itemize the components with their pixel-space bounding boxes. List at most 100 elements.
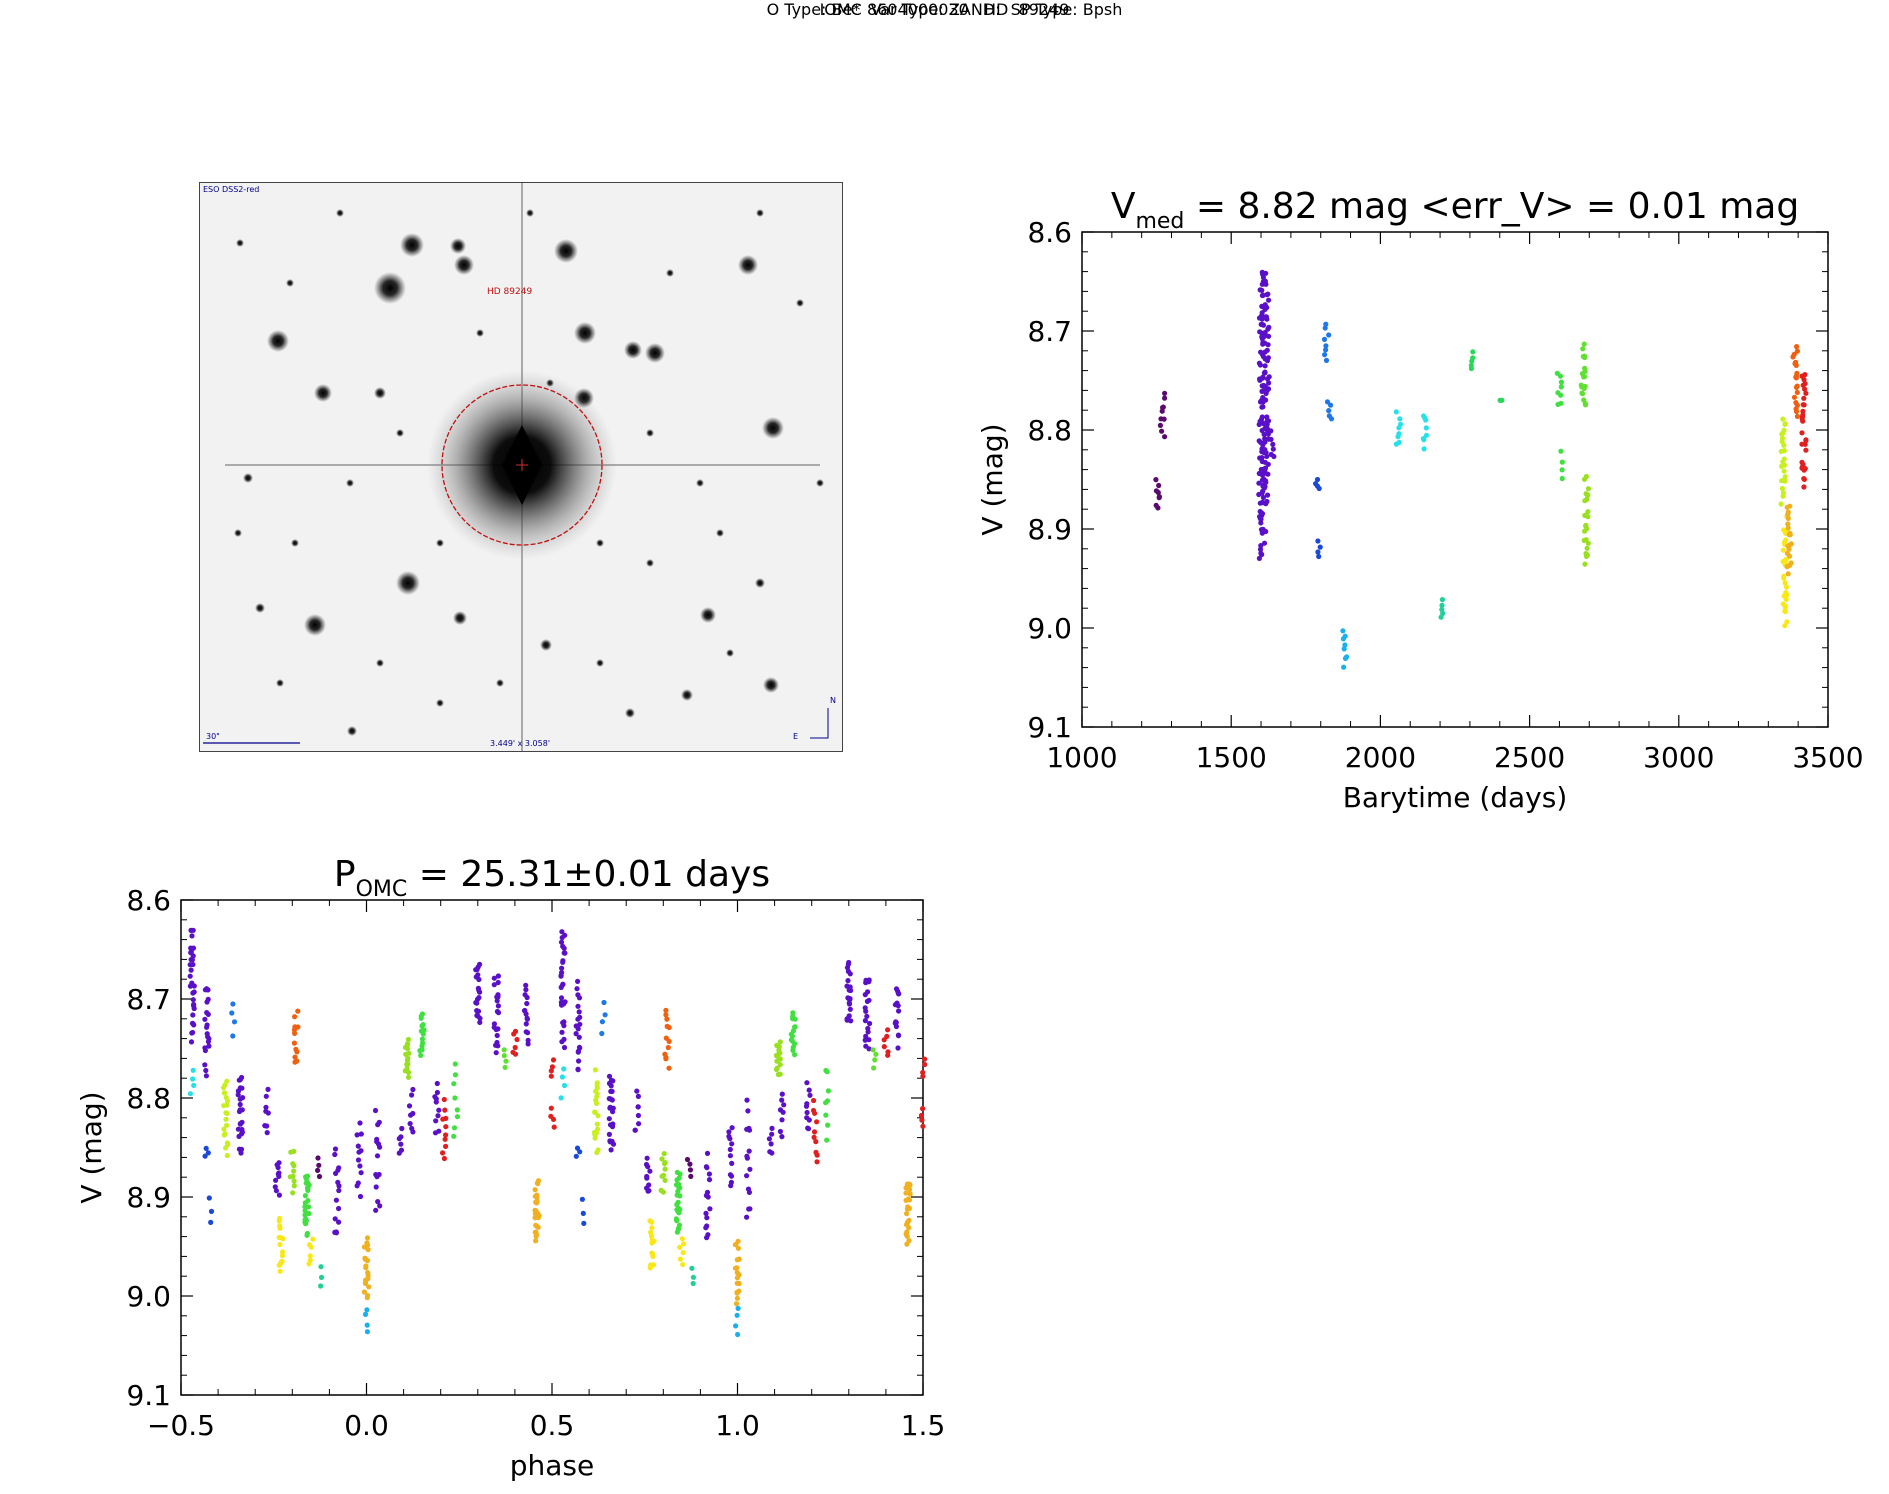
phased-data-point xyxy=(559,1039,565,1045)
lightcurve-data-point xyxy=(1793,373,1799,379)
lightcurve-data-point xyxy=(1581,385,1587,391)
lightcurve-data-point xyxy=(1316,553,1322,560)
phased-frame xyxy=(180,899,924,1396)
phased-data-point xyxy=(560,1020,566,1026)
phased-data-point xyxy=(355,1180,361,1186)
lightcurve-data-point xyxy=(1315,549,1321,555)
phased-data-point xyxy=(606,1073,613,1079)
lightcurve-data-point xyxy=(1259,458,1265,465)
phased-data-point xyxy=(904,1232,910,1238)
lightcurve-data-point xyxy=(1558,379,1564,385)
phased-data-point xyxy=(451,1133,457,1139)
phased-data-point xyxy=(287,1174,293,1180)
phased-data-point xyxy=(421,1027,427,1033)
phased-data-point xyxy=(420,1040,426,1046)
lightcurve-data-point xyxy=(1583,537,1589,543)
phased-data-point xyxy=(514,1036,520,1043)
lightcurve-data-point xyxy=(1258,398,1264,404)
lightcurve-data-point xyxy=(1799,441,1805,447)
phased-data-point xyxy=(354,1183,360,1189)
phased-data-point xyxy=(190,1021,196,1027)
phased-data-point xyxy=(792,1052,798,1058)
lightcurve-data-point xyxy=(1780,493,1786,499)
lightcurve-data-point xyxy=(1258,520,1264,526)
phased-data-point xyxy=(223,1116,229,1122)
phased-data-point xyxy=(365,1270,371,1276)
lightcurve-data-point xyxy=(1258,527,1265,533)
phased-data-point xyxy=(304,1185,311,1191)
phased-data-point xyxy=(863,1043,869,1049)
phased-data-point xyxy=(674,1177,680,1183)
phased-data-point xyxy=(191,1003,197,1009)
phased-data-point xyxy=(512,1051,519,1057)
phased-data-point xyxy=(525,1037,531,1043)
lightcurve-data-point xyxy=(1393,441,1399,447)
phased-data-point xyxy=(512,1028,519,1034)
phased-data-point xyxy=(893,986,900,992)
phased-data-point xyxy=(727,1153,734,1159)
phased-data-point xyxy=(336,1165,342,1171)
phased-data-point xyxy=(477,1015,483,1021)
lightcurve-data-point xyxy=(1257,500,1263,506)
phased-data-point xyxy=(235,1088,242,1094)
lightcurve-data-point xyxy=(1581,374,1587,380)
phased-data-point xyxy=(224,1102,230,1108)
field-star xyxy=(755,578,765,588)
lightcurve-data-point xyxy=(1584,526,1590,532)
phased-data-point xyxy=(273,1188,279,1194)
phased-data-point xyxy=(687,1161,693,1167)
phased-data-point xyxy=(316,1162,322,1168)
phased-data-point xyxy=(594,1082,600,1088)
lightcurve-data-point xyxy=(1256,491,1262,498)
phased-data-point xyxy=(406,1103,413,1109)
phased-data-point xyxy=(562,932,568,938)
phased-data-point xyxy=(375,1122,381,1128)
lightcurve-data-point xyxy=(1341,664,1347,670)
lightcurve-data-point xyxy=(1793,400,1799,406)
phased-data-point xyxy=(291,1183,297,1189)
phased-data-point xyxy=(790,1044,796,1050)
phased-data-point xyxy=(599,1019,606,1025)
lightcurve-data-point xyxy=(1261,449,1267,455)
lightcurve-data-point xyxy=(1264,421,1270,427)
phased-data-point xyxy=(188,927,194,934)
phased-data-point xyxy=(610,1141,617,1147)
lightcurve-data-point xyxy=(1801,484,1807,490)
lightcurve-data-point xyxy=(1264,316,1270,322)
phased-data-point xyxy=(733,1241,739,1247)
phased-data-point xyxy=(632,1127,638,1133)
phased-data-point xyxy=(305,1198,311,1204)
lightcurve-data-point xyxy=(1313,481,1319,487)
phased-data-point xyxy=(189,957,195,963)
lightcurve-data-point xyxy=(1558,448,1564,454)
lightcurve-data-point xyxy=(1785,525,1791,531)
lightcurve-data-point xyxy=(1397,416,1403,422)
phased-data-point xyxy=(576,1044,583,1050)
phased-data-point xyxy=(647,1168,653,1174)
field-star xyxy=(304,614,326,636)
phased-data-point xyxy=(650,1253,656,1259)
phased-data-point xyxy=(576,1034,582,1040)
phased-data-point xyxy=(885,1049,891,1055)
lightcurve-data-point xyxy=(1580,346,1586,352)
phased-data-point xyxy=(647,1265,653,1271)
phased-data-point xyxy=(777,1062,783,1068)
lightcurve-data-point xyxy=(1259,316,1265,322)
phased-data-point xyxy=(662,1160,668,1166)
phased-data-point xyxy=(607,1096,614,1102)
phased-data-point xyxy=(892,1002,899,1008)
phased-data-point xyxy=(736,1288,742,1294)
phased-data-point xyxy=(376,1171,382,1178)
phased-data-point xyxy=(648,1262,654,1268)
phased-data-point xyxy=(235,1088,241,1094)
phased-data-point xyxy=(223,1145,229,1151)
phased-data-point xyxy=(679,1236,685,1242)
phased-data-point xyxy=(866,1046,872,1052)
lightcurve-data-point xyxy=(1259,499,1265,505)
lightcurve-data-point xyxy=(1582,365,1588,371)
phased-data-point xyxy=(732,1265,739,1271)
lightcurve-ytick-label: 9.0 xyxy=(1027,612,1072,645)
lightcurve-data-point xyxy=(1257,516,1263,522)
phased-data-point xyxy=(307,1253,313,1259)
phased-data-point xyxy=(734,1295,741,1301)
